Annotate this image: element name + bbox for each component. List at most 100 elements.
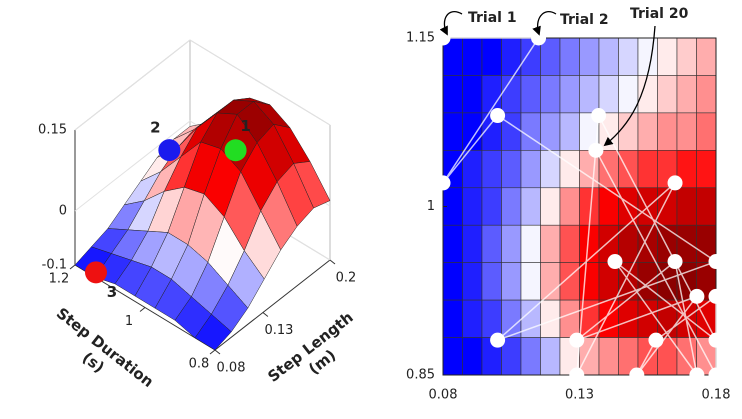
heatmap-cell [598, 337, 619, 376]
heatmap-cell [598, 299, 619, 338]
heatmap-cell [618, 187, 639, 226]
heatmap-cell [462, 224, 483, 263]
y-tick-label: 1.2 [49, 272, 70, 287]
marker-label: 3 [107, 283, 117, 301]
trial-point [588, 142, 604, 158]
tick-mark [329, 259, 336, 265]
z-tick-label: -0.1 [42, 258, 67, 273]
heatmap-cell [598, 37, 619, 76]
heatmap-cell [559, 187, 580, 226]
heatmap-cell [559, 224, 580, 263]
heatmap-cell [442, 75, 463, 114]
heatmap-cell [696, 37, 717, 76]
heatmap-cell [501, 75, 522, 114]
heatmap-cell [442, 262, 463, 301]
heatmap-cell [462, 187, 483, 226]
x-tick-label: 0.13 [264, 323, 293, 338]
heatmap-cell [501, 262, 522, 301]
heatmap-cell [481, 37, 502, 76]
heatmap-cell [501, 224, 522, 263]
annotation: Trial 20 [630, 6, 689, 22]
heatmap-cell [462, 299, 483, 338]
tick-mark [214, 349, 221, 355]
heatmap-cell [676, 112, 697, 151]
heatmap-cell [520, 337, 541, 376]
heatmap-cell [442, 299, 463, 338]
heatmap-cell [579, 262, 600, 301]
trial-point [591, 108, 607, 124]
heatmap-cell [520, 75, 541, 114]
heatmap-cell [637, 37, 658, 76]
heatmap-cell [481, 262, 502, 301]
heatmap-cell [618, 37, 639, 76]
heatmap-cell [696, 112, 717, 151]
tick-mark [262, 312, 269, 317]
heatmap-cell [618, 262, 639, 301]
trial-point [708, 288, 724, 304]
heatmap-cell [696, 187, 717, 226]
heatmap-cell [676, 37, 697, 76]
z-tick-label: 0.15 [38, 123, 67, 138]
heatmap-cell [540, 75, 561, 114]
trial-point [689, 367, 705, 383]
heatmap-cell [696, 150, 717, 189]
y-axis-label-line: Step Duration [53, 304, 157, 391]
heatmap-cell [442, 224, 463, 263]
heatmap-cell [559, 112, 580, 151]
heatmap-cell [520, 112, 541, 151]
trial-point [569, 367, 585, 383]
heatmap-cell [442, 337, 463, 376]
heatmap-cell [598, 187, 619, 226]
heatmap-cell [481, 224, 502, 263]
heatmap-cell [462, 112, 483, 151]
heatmap-cell [481, 299, 502, 338]
y-tick-label: 0.8 [189, 357, 210, 372]
heatmap-cell [462, 337, 483, 376]
heatmap-cell [657, 112, 678, 151]
y-tick-label: 0.85 [406, 368, 435, 383]
trial-point [569, 332, 585, 348]
x-tick-label: 0.18 [702, 388, 731, 403]
heatmap-cell [676, 75, 697, 114]
x-axis-label: Step Length(m) [264, 308, 368, 401]
heatmap-cell [598, 75, 619, 114]
heatmap-cell [501, 187, 522, 226]
annotation: Trial 1 [468, 10, 517, 26]
trial-point [648, 332, 664, 348]
trial-point [708, 332, 724, 348]
heatmap-cell [520, 224, 541, 263]
trial-point [607, 254, 623, 270]
marker-label: 1 [240, 117, 250, 135]
x-tick-label: 0.2 [336, 271, 357, 286]
y-tick-label: 1 [427, 199, 435, 214]
heatmap-cell [618, 112, 639, 151]
tick-mark [139, 307, 146, 312]
x-tick-label: 0.08 [429, 388, 458, 403]
heatmap-cell [657, 75, 678, 114]
trial-point [490, 332, 506, 348]
heatmap-cell [481, 187, 502, 226]
heatmap-cell [520, 150, 541, 189]
heatmap-cell [540, 187, 561, 226]
trial-point [435, 30, 451, 46]
heatmap-cell [540, 224, 561, 263]
trial-point [629, 367, 645, 383]
arrow [532, 11, 557, 36]
heatmap-cell [540, 337, 561, 376]
heatmap-cell [501, 150, 522, 189]
heatmap-cell [637, 112, 658, 151]
heatmap-cell [618, 75, 639, 114]
heatmap-cell [540, 112, 561, 151]
x-tick-label: 0.08 [217, 361, 246, 376]
tick-mark [69, 264, 76, 270]
trial-marker [158, 139, 181, 162]
heatmap-cell [676, 187, 697, 226]
trial-point [435, 175, 451, 191]
heatmap-cell [462, 75, 483, 114]
heatmap-cell [520, 262, 541, 301]
trial-point [667, 175, 683, 191]
heatmap-cell [637, 224, 658, 263]
heatmap-cell [579, 75, 600, 114]
heatmap-plot: 0.08 0.13 0.18 0.85 1 1.15 [406, 30, 731, 403]
